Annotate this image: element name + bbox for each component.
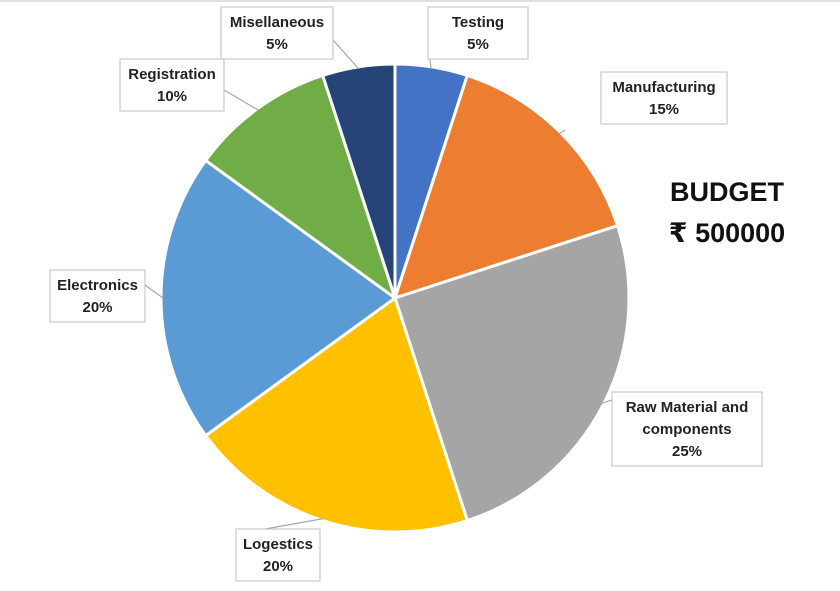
data-label-box xyxy=(427,6,529,60)
data-label-category: Testing xyxy=(452,14,504,31)
pie-slice-misellaneous xyxy=(320,62,397,299)
budget-title: BUDGET xyxy=(670,177,784,207)
leader-line xyxy=(558,129,566,135)
data-label-box xyxy=(49,269,146,323)
data-label-category: Manufacturing xyxy=(612,79,715,96)
data-label-value: 25% xyxy=(672,443,702,460)
leader-line xyxy=(601,399,613,404)
data-label-category: Registration xyxy=(128,66,216,83)
pie-slice-registration xyxy=(203,73,398,302)
data-label-box xyxy=(600,71,728,125)
pie-slices xyxy=(159,62,631,534)
data-labels: Testing 5% Manufacturing 15% Raw Material an… xyxy=(49,6,763,582)
leader-line xyxy=(332,39,360,70)
data-label-box xyxy=(235,528,321,582)
data-label-box xyxy=(119,58,225,112)
data-label-box xyxy=(611,391,763,467)
leader-line xyxy=(264,518,324,530)
leader-line xyxy=(144,284,164,299)
data-label-value: 5% xyxy=(266,36,288,53)
data-label-value: 20% xyxy=(263,558,293,575)
leader-line xyxy=(223,89,259,111)
data-label-value: 15% xyxy=(649,101,679,118)
pie-slice-raw-material-and-components xyxy=(393,223,631,523)
data-label-category: Misellaneous xyxy=(230,14,324,31)
data-label-value: 10% xyxy=(157,88,187,105)
data-label-category: Logestics xyxy=(243,536,313,553)
pie-slice-electronics xyxy=(159,158,398,438)
data-label-value: 20% xyxy=(82,299,112,316)
data-label-value: 5% xyxy=(467,36,489,53)
data-label-box xyxy=(220,6,334,60)
budget-box: BUDGET ₹ 500000 xyxy=(652,172,802,254)
budget-amount: ₹ 500000 xyxy=(668,218,786,248)
data-label-category: Electronics xyxy=(57,277,138,294)
pie-slice-logestics xyxy=(203,295,470,534)
data-label-category: Raw Material and xyxy=(626,399,749,416)
data-label-category: components xyxy=(642,421,731,438)
